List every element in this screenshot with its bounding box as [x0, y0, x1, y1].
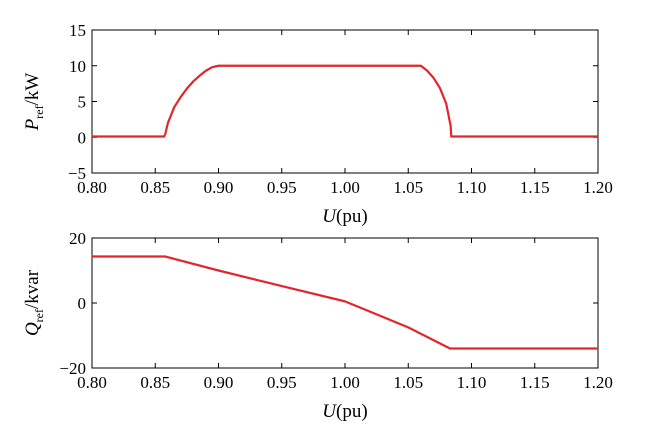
y-tick-label: 20 [69, 229, 86, 248]
x-axis-label-var: U [322, 206, 337, 227]
x-tick-label: 1.10 [457, 178, 487, 197]
y-axis-label-sub: ref [32, 309, 46, 322]
x-tick-label: 0.90 [204, 373, 234, 392]
x-axis-label: U(pu) [322, 206, 367, 227]
y-tick-label: 10 [69, 57, 86, 76]
y-axis-label-sub: ref [32, 105, 46, 118]
y-tick-label: 0 [78, 128, 87, 147]
chart-q-ref: 0.80 0.85 0.90 0.95 1.00 1.05 1.10 1.15 1.20 −20 0… [22, 229, 613, 422]
x-tick-label: 1.00 [330, 373, 360, 392]
series-line [92, 255, 598, 350]
series-line [92, 64, 598, 138]
y-axis-label: Qref/kvar [22, 269, 46, 336]
x-tick-label: 1.20 [583, 178, 613, 197]
x-tick-label: 0.95 [267, 373, 297, 392]
x-axis-label-unit: (pu) [336, 401, 368, 422]
y-tick-label: 0 [78, 294, 87, 313]
x-tick-label: 0.80 [77, 178, 107, 197]
x-tick-label: 1.05 [393, 178, 423, 197]
y-tick-label: 5 [78, 93, 87, 112]
x-tick-label: 0.90 [204, 178, 234, 197]
x-axis-label: U(pu) [322, 401, 367, 422]
x-tick-label: 0.95 [267, 178, 297, 197]
y-axis-label-var: P [22, 118, 43, 131]
x-tick-label: 1.20 [583, 373, 613, 392]
y-tick-label: −5 [68, 164, 86, 183]
x-axis-label-var: U [322, 401, 337, 422]
x-tick-label: 1.00 [330, 178, 360, 197]
x-tick-label: 0.80 [77, 373, 107, 392]
x-tick-label: 1.10 [457, 373, 487, 392]
y-tick-label: 15 [69, 21, 86, 40]
y-axis-label: Pref/kW [22, 73, 46, 132]
x-axis-label-unit: (pu) [336, 206, 368, 227]
plot-frame [91, 29, 599, 174]
x-tick-label: 1.15 [520, 373, 550, 392]
x-tick-label: 1.15 [520, 178, 550, 197]
x-tick-label: 0.85 [140, 178, 170, 197]
y-axis-label-var: Q [22, 322, 43, 336]
y-axis-label-unit: /kW [22, 73, 43, 106]
y-axis-label-unit: /kvar [22, 269, 43, 309]
x-tick-label: 0.85 [140, 373, 170, 392]
x-tick-label: 1.05 [393, 373, 423, 392]
chart-p-ref: 0.80 0.85 0.90 0.95 1.00 1.05 1.10 1.15 1.20 −5 0 5… [22, 21, 613, 227]
y-tick-label: −20 [59, 359, 86, 378]
